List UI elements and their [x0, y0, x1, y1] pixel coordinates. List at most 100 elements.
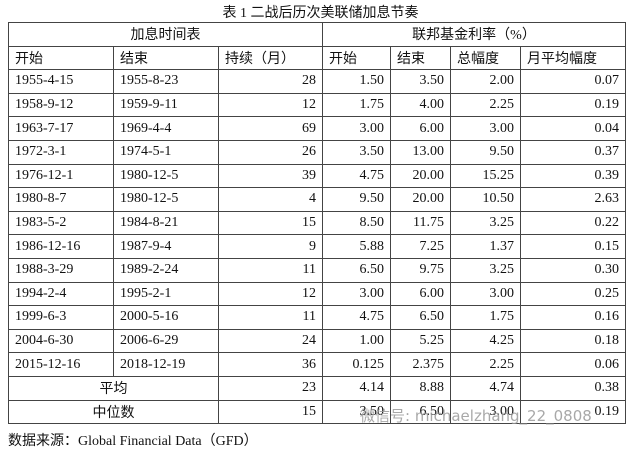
- table-cell: 0.30: [520, 257, 626, 283]
- table-cell: 0.37: [520, 139, 626, 165]
- table-cell: 0.06: [520, 352, 626, 377]
- table-cell: 28: [218, 69, 323, 94]
- table-cell: 2018-12-19: [113, 352, 219, 377]
- table-cell: 26: [218, 139, 323, 165]
- table-cell: 11: [218, 257, 323, 283]
- table-cell: 1974-5-1: [113, 139, 219, 165]
- table-cell: 6.50: [390, 399, 451, 425]
- table-cell: 3.00: [450, 281, 521, 307]
- table-cell: 2006-6-29: [113, 328, 219, 354]
- table-cell: 联邦基金利率（%）: [322, 22, 626, 47]
- table-cell: 1969-4-4: [113, 116, 219, 141]
- table-cell: 1.00: [322, 328, 391, 354]
- table-cell: 1984-8-21: [113, 210, 219, 236]
- table-cell: 1959-9-11: [113, 92, 219, 118]
- table-cell: 6.50: [322, 257, 391, 283]
- table-cell: 总幅度: [450, 45, 521, 71]
- table-cell: 4.14: [322, 375, 391, 401]
- table-cell: 0.38: [520, 375, 626, 401]
- table-cell: 2015-12-16: [8, 352, 114, 377]
- table-cell: 4.25: [450, 328, 521, 354]
- table-cell: 结束: [390, 45, 451, 71]
- table-cell: 23: [218, 375, 323, 401]
- table-cell: 1986-12-16: [8, 234, 114, 259]
- table-cell: 0.07: [520, 69, 626, 94]
- table-cell: 1972-3-1: [8, 139, 114, 165]
- table-cell: 12: [218, 281, 323, 307]
- table-cell: 36: [218, 352, 323, 377]
- table-cell: 15: [218, 399, 323, 425]
- table-cell: 1983-5-2: [8, 210, 114, 236]
- table-cell: 1.75: [322, 92, 391, 118]
- table-cell: 1988-3-29: [8, 257, 114, 283]
- watermark: 微信号: michaelzhang_22_0808: [360, 407, 592, 425]
- table-row: 1986-12-16 1987-9-4 9 5.88 7.25 1.37 0.15: [8, 234, 626, 259]
- table-cell: 4.74: [450, 375, 521, 401]
- table-cell: 1963-7-17: [8, 116, 114, 141]
- table-cell: 2.375: [390, 352, 451, 377]
- table-row: 2015-12-16 2018-12-19 36 0.125 2.375 2.25 0.06: [8, 352, 626, 377]
- table-cell: 月平均幅度: [520, 45, 626, 71]
- table-cell: 4: [218, 187, 323, 212]
- table-cell: 0.19: [520, 399, 626, 425]
- table-cell: 15: [218, 210, 323, 236]
- table-cell: 3.00: [450, 116, 521, 141]
- table-row: 1976-12-1 1980-12-5 39 4.75 20.00 15.25 0.39: [8, 163, 626, 189]
- table-cell: 2.00: [450, 69, 521, 94]
- table-cell: 1987-9-4: [113, 234, 219, 259]
- table-cell: 8.88: [390, 375, 451, 401]
- table-cell: 1.37: [450, 234, 521, 259]
- table-cell: 7.25: [390, 234, 451, 259]
- table-cell: 9.50: [450, 139, 521, 165]
- table-cell: 1.75: [450, 305, 521, 330]
- table-cell: 9.50: [322, 187, 391, 212]
- table-cell: 0.22: [520, 210, 626, 236]
- table-cell: 1995-2-1: [113, 281, 219, 307]
- table-cell: 0.125: [322, 352, 391, 377]
- table-cell: 开始: [8, 45, 114, 71]
- table-cell: 0.04: [520, 116, 626, 141]
- table-cell: 平均: [8, 375, 219, 401]
- table-cell: 11: [218, 305, 323, 330]
- table-row: 2004-6-30 2006-6-29 24 1.00 5.25 4.25 0.18: [8, 328, 626, 354]
- rate-table: 加息时间表 联邦基金利率（%） 开始 结束 持续（月） 开始 结束 总幅度 月平均幅度 1955-…: [8, 22, 626, 425]
- table-cell: 1994-2-4: [8, 281, 114, 307]
- table-cell: 6.00: [390, 116, 451, 141]
- table-row: 1999-6-3 2000-5-16 11 4.75 6.50 1.75 0.16: [8, 305, 626, 330]
- table-cell: 0.25: [520, 281, 626, 307]
- table-row: 1988-3-29 1989-2-24 11 6.50 9.75 3.25 0.30: [8, 257, 626, 283]
- table-cell: 15.25: [450, 163, 521, 189]
- table-cell: 0.19: [520, 92, 626, 118]
- table-cell: 12: [218, 92, 323, 118]
- table-cell: 3.50: [322, 139, 391, 165]
- table-cell: 0.16: [520, 305, 626, 330]
- table-cell: 24: [218, 328, 323, 354]
- table-cell: 持续（月）: [218, 45, 323, 71]
- table-cell: 3.00: [322, 281, 391, 307]
- table-cell: 10.50: [450, 187, 521, 212]
- table-cell: 20.00: [390, 163, 451, 189]
- table-row: 1980-8-7 1980-12-5 4 9.50 20.00 10.50 2.63: [8, 187, 626, 212]
- table-row: 1958-9-12 1959-9-11 12 1.75 4.00 2.25 0.19: [8, 92, 626, 118]
- table-cell: 4.00: [390, 92, 451, 118]
- table-cell: 5.88: [322, 234, 391, 259]
- table-cell: 1989-2-24: [113, 257, 219, 283]
- table-cell: 4.75: [322, 163, 391, 189]
- table-cell: 2.25: [450, 92, 521, 118]
- table-row: 1963-7-17 1969-4-4 69 3.00 6.00 3.00 0.04: [8, 116, 626, 141]
- table-cell: 3.50: [390, 69, 451, 94]
- table-row: 1955-4-15 1955-8-23 28 1.50 3.50 2.00 0.07: [8, 69, 626, 94]
- table-cell: 13.00: [390, 139, 451, 165]
- table-cell: 1955-4-15: [8, 69, 114, 94]
- table-cell: 9: [218, 234, 323, 259]
- table-cell: 5.25: [390, 328, 451, 354]
- table-cell: 4.75: [322, 305, 391, 330]
- table-cell: 1999-6-3: [8, 305, 114, 330]
- table-cell: 加息时间表: [8, 22, 323, 47]
- table-cell: 6.00: [390, 281, 451, 307]
- table-cell: 3.25: [450, 210, 521, 236]
- table-cell: 2.63: [520, 187, 626, 212]
- table-row: 平均 23 4.14 8.88 4.74 0.38: [8, 375, 626, 401]
- table-cell: 3.25: [450, 257, 521, 283]
